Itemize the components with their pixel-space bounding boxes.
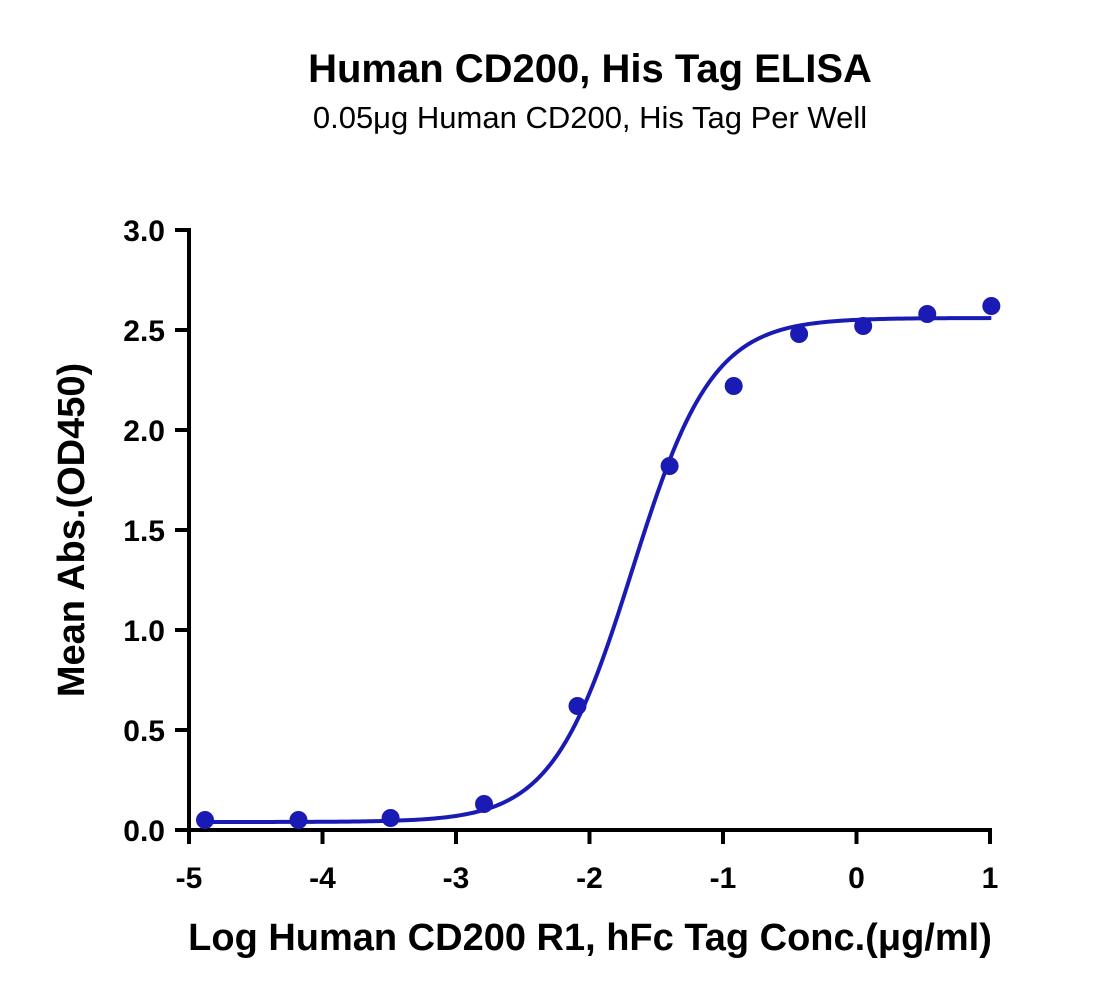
y-axis-label: Mean Abs.(OD450) — [51, 363, 93, 697]
data-point — [982, 297, 1001, 315]
y-tick-label: 1.0 — [123, 615, 165, 648]
chart-title: Human CD200, His Tag ELISA — [308, 47, 872, 91]
x-tick-label: 0 — [848, 862, 865, 895]
y-axis-ticks: 0.0 0.5 1.0 1.5 2.0 2.5 3.0 — [123, 215, 189, 848]
y-tick-label: 3.0 — [123, 215, 165, 248]
data-point — [381, 809, 400, 827]
data-point — [196, 811, 215, 829]
chart-subtitle: 0.05μg Human CD200, His Tag Per Well — [313, 100, 867, 135]
data-point — [854, 317, 873, 335]
data-point — [660, 457, 679, 475]
x-tick-label: 1 — [982, 862, 999, 895]
x-axis-ticks: -5 -4 -3 -2 -1 0 1 — [176, 830, 999, 895]
x-axis-label: Log Human CD200 R1, hFc Tag Conc.(μg/ml) — [188, 917, 992, 959]
x-tick-label: -5 — [176, 862, 203, 895]
y-tick-label: 1.5 — [123, 515, 165, 548]
data-point — [568, 697, 587, 715]
y-tick-label: 0.5 — [123, 715, 165, 748]
x-tick-label: -1 — [710, 862, 737, 895]
x-tick-label: -4 — [309, 862, 336, 895]
data-point — [790, 325, 809, 343]
data-point — [918, 305, 937, 323]
y-tick-label: 2.0 — [123, 415, 165, 448]
data-points — [196, 297, 1001, 829]
fit-curve — [205, 316, 992, 824]
y-tick-label: 2.5 — [123, 315, 165, 348]
data-point — [724, 377, 743, 395]
x-tick-label: -2 — [576, 862, 603, 895]
y-tick-label: 0.0 — [123, 815, 165, 848]
x-tick-label: -3 — [443, 862, 470, 895]
data-point — [289, 811, 308, 829]
data-point — [475, 795, 494, 813]
